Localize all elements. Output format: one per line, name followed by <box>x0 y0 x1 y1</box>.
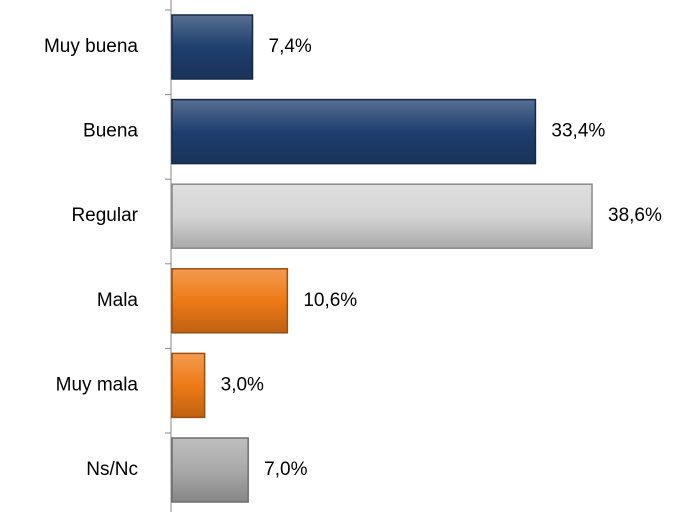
value-label: 3,0% <box>221 374 264 395</box>
category-label: Buena <box>83 121 138 142</box>
bar <box>171 98 537 165</box>
category-label: Muy buena <box>44 36 138 57</box>
category-label: Mala <box>97 290 139 311</box>
category-label: Muy mala <box>56 374 139 395</box>
value-label: 38,6% <box>608 205 662 226</box>
value-label: 10,6% <box>303 290 357 311</box>
bar <box>171 437 249 503</box>
value-label: 7,4% <box>269 36 312 57</box>
bar <box>171 268 289 334</box>
bar <box>171 352 206 419</box>
value-label: 7,0% <box>264 459 307 480</box>
category-label: Ns/Nc <box>86 459 138 480</box>
value-label: 33,4% <box>551 121 605 142</box>
category-label: Regular <box>71 205 138 226</box>
bar <box>171 183 593 249</box>
bar <box>171 14 254 80</box>
